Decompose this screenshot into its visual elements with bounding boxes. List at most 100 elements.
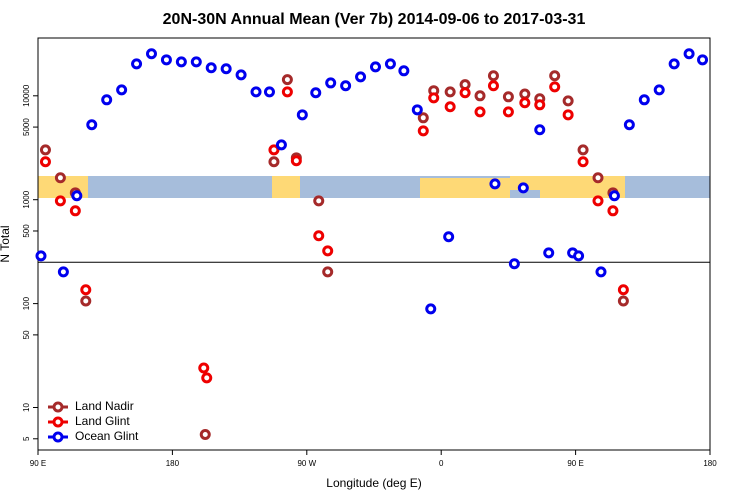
point xyxy=(474,90,486,102)
point xyxy=(519,88,531,100)
point xyxy=(428,92,440,104)
point xyxy=(592,172,604,184)
point xyxy=(268,156,280,168)
point xyxy=(608,190,620,202)
x-tick-label: 90 W xyxy=(297,459,316,468)
legend-swatch xyxy=(52,431,64,443)
point xyxy=(562,95,574,107)
point xyxy=(201,372,213,384)
point xyxy=(322,266,334,278)
point xyxy=(549,70,561,82)
point xyxy=(607,205,619,217)
point xyxy=(281,86,293,98)
point xyxy=(411,104,423,116)
point xyxy=(145,48,157,60)
point xyxy=(54,195,66,207)
y-tick-label: 1000 xyxy=(22,190,31,208)
point xyxy=(459,87,471,99)
point xyxy=(573,250,585,262)
point xyxy=(398,65,410,77)
point xyxy=(444,101,456,113)
point xyxy=(417,112,429,124)
point xyxy=(502,91,514,103)
point xyxy=(313,230,325,242)
point xyxy=(519,97,531,109)
point xyxy=(160,54,172,66)
point xyxy=(562,109,574,121)
point xyxy=(595,266,607,278)
point xyxy=(653,84,665,96)
plot-frame xyxy=(37,37,711,451)
x-tick-label: 90 E xyxy=(567,459,583,468)
point xyxy=(281,74,293,86)
point xyxy=(508,258,520,270)
x-tick-label: 180 xyxy=(703,459,717,468)
point xyxy=(444,86,456,98)
point xyxy=(668,58,680,70)
point xyxy=(35,250,47,262)
point xyxy=(683,48,695,60)
point xyxy=(417,125,429,137)
point xyxy=(235,69,247,81)
point xyxy=(296,109,308,121)
point xyxy=(80,284,92,296)
legend-swatch xyxy=(52,416,64,428)
point xyxy=(250,86,262,98)
point xyxy=(577,156,589,168)
x-tick-label: 0 xyxy=(439,459,444,468)
point xyxy=(220,63,232,75)
x-axis-label: Longitude (deg E) xyxy=(326,476,421,490)
point xyxy=(517,182,529,194)
point xyxy=(116,84,128,96)
point xyxy=(487,70,499,82)
point xyxy=(474,106,486,118)
point xyxy=(131,58,143,70)
point xyxy=(384,58,396,70)
point xyxy=(502,106,514,118)
point xyxy=(443,231,455,243)
point xyxy=(355,71,367,83)
point xyxy=(69,205,81,217)
y-tick-label: 100 xyxy=(22,296,31,310)
point xyxy=(310,87,322,99)
point xyxy=(190,56,202,68)
y-tick-label: 5000 xyxy=(22,118,31,136)
point xyxy=(322,245,334,257)
point xyxy=(592,195,604,207)
point xyxy=(263,86,275,98)
point xyxy=(549,81,561,93)
y-tick-label: 10000 xyxy=(22,84,31,107)
point xyxy=(205,62,217,74)
point xyxy=(340,80,352,92)
y-tick-label: 50 xyxy=(22,330,31,339)
point xyxy=(80,295,92,307)
point xyxy=(268,144,280,156)
point xyxy=(57,266,69,278)
point xyxy=(534,99,546,111)
point xyxy=(39,144,51,156)
point xyxy=(638,94,650,106)
point xyxy=(175,56,187,68)
point xyxy=(369,61,381,73)
legend-swatch xyxy=(52,401,64,413)
point xyxy=(290,155,302,167)
point xyxy=(86,119,98,131)
point xyxy=(617,284,629,296)
x-tick-label: 180 xyxy=(166,459,180,468)
point xyxy=(199,428,211,440)
point xyxy=(489,178,501,190)
point xyxy=(425,303,437,315)
point xyxy=(198,362,210,374)
point xyxy=(617,295,629,307)
y-tick-label: 5 xyxy=(22,436,31,441)
legend-label: Ocean Glint xyxy=(75,429,139,443)
y-tick-label: 10 xyxy=(22,403,31,412)
point xyxy=(543,247,555,259)
legend-label: Land Glint xyxy=(75,414,130,428)
y-axis-label: N Total xyxy=(0,225,12,262)
point xyxy=(54,172,66,184)
point xyxy=(325,77,337,89)
map-band xyxy=(38,176,710,198)
y-tick-label: 500 xyxy=(22,224,31,238)
